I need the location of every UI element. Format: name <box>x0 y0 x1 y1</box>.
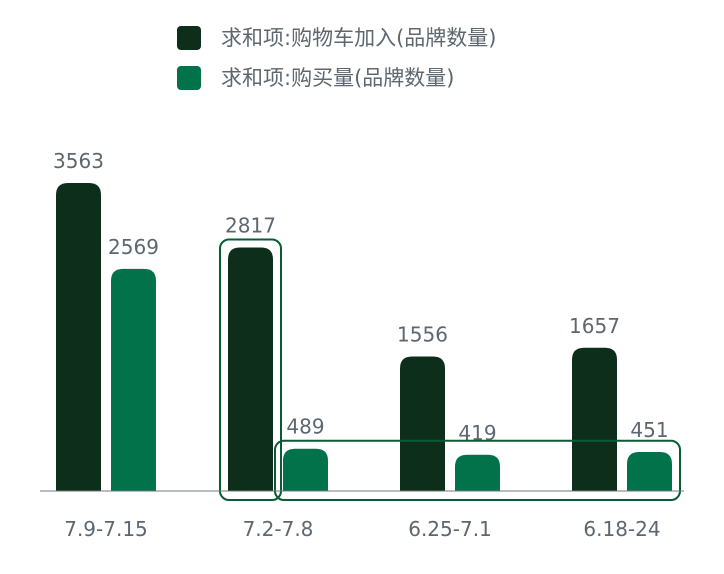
highlight-boxes <box>219 238 681 501</box>
data-label-series2-7.9-7.15: 2569 <box>108 235 159 259</box>
bar-series2-6.18-24 <box>627 452 672 491</box>
highlight-box-1 <box>219 238 282 501</box>
bar-series2-7.2-7.8 <box>283 448 328 491</box>
legend-label-2: 求和项:购买量(品牌数量) <box>221 66 454 90</box>
legend: 求和项:购物车加入(品牌数量) 求和项:购买量(品牌数量) <box>177 26 496 90</box>
bar-series2-7.9-7.15 <box>111 268 156 491</box>
legend-swatch-2 <box>177 66 201 90</box>
bar-series1-7.9-7.15 <box>56 183 101 491</box>
x-tick-label-2: 7.2-7.8 <box>243 517 314 541</box>
bar-series2-6.25-7.1 <box>455 454 500 491</box>
data-label-series2-6.18-24: 451 <box>630 418 668 442</box>
highlight-box-2 <box>274 439 681 501</box>
bar-series1-6.18-24 <box>572 347 617 491</box>
legend-label-1: 求和项:购物车加入(品牌数量) <box>221 26 496 50</box>
x-tick-label-3: 6.25-7.1 <box>408 517 492 541</box>
bar-series1-7.2-7.8 <box>228 247 273 491</box>
x-axis: 7.9-7.15 7.2-7.8 6.25-7.1 6.18-24 <box>40 490 684 541</box>
x-tick-label-4: 6.18-24 <box>583 517 660 541</box>
bars <box>56 183 672 491</box>
data-label-series2-7.2-7.8: 489 <box>286 415 324 439</box>
data-label-series1-7.2-7.8: 2817 <box>225 213 276 237</box>
data-label-series1-6.18-24: 1657 <box>569 314 620 338</box>
data-label-series1-6.25-7.1: 1556 <box>397 322 448 346</box>
data-label-series1-7.9-7.15: 3563 <box>53 149 104 173</box>
legend-swatch-1 <box>177 26 201 50</box>
x-tick-label-1: 7.9-7.15 <box>64 517 148 541</box>
bar-series1-6.25-7.1 <box>400 356 445 491</box>
